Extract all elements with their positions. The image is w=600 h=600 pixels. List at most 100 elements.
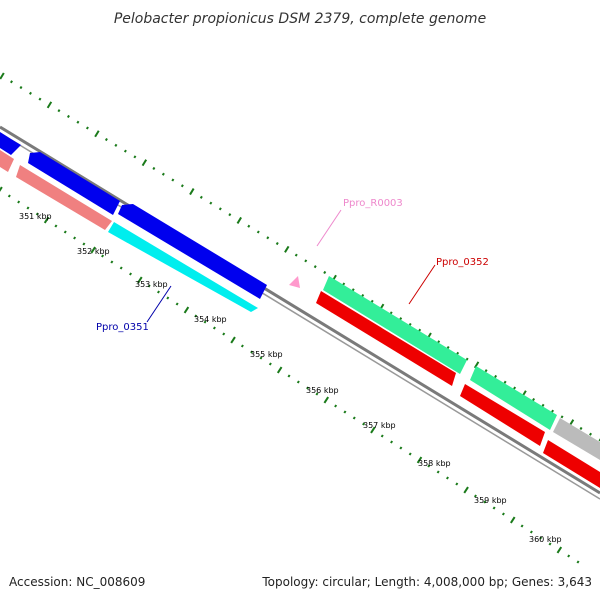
- gene-salmon-reverse-1: [0, 150, 14, 172]
- tick-label: 353 kbp: [135, 280, 168, 289]
- gene-salmon-reverse-2: [16, 165, 112, 230]
- minor-tick: [209, 201, 213, 205]
- minor-tick: [85, 126, 89, 130]
- minor-tick: [539, 536, 543, 540]
- minor-tick: [28, 91, 32, 95]
- minor-tick: [171, 178, 175, 182]
- minor-tick: [351, 288, 355, 292]
- minor-tick: [38, 97, 42, 101]
- minor-tick: [399, 317, 403, 321]
- major-tick: [230, 336, 236, 344]
- scale-labels: 351 kbp 352 kbp 353 kbp 354 kbp 355 kbp …: [19, 212, 562, 544]
- backbone-outer-line: [0, 125, 600, 495]
- minor-tick: [529, 530, 533, 534]
- minor-tick: [133, 155, 137, 159]
- major-tick: [510, 516, 516, 524]
- minor-tick: [492, 506, 496, 510]
- minor-tick: [10, 80, 13, 84]
- minor-tick: [306, 386, 310, 390]
- minor-tick: [313, 265, 317, 269]
- genome-summary-text: Topology: circular; Length: 4,008,000 bp…: [261, 575, 592, 589]
- major-tick: [556, 546, 563, 554]
- minor-tick: [445, 476, 449, 480]
- tick-label: 358 kbp: [418, 459, 451, 468]
- minor-tick: [380, 434, 384, 438]
- minor-tick: [228, 213, 232, 217]
- minor-tick: [203, 320, 207, 324]
- major-tick: [0, 72, 5, 80]
- tick-label: 354 kbp: [194, 315, 227, 324]
- minor-tick: [175, 302, 179, 306]
- minor-tick: [399, 446, 403, 450]
- minor-tick: [268, 362, 272, 366]
- minor-tick: [266, 236, 270, 240]
- minor-tick: [513, 386, 517, 390]
- minor-tick: [503, 380, 507, 384]
- minor-tick: [323, 270, 327, 274]
- minor-tick: [342, 282, 346, 286]
- minor-tick: [551, 409, 555, 413]
- gene-blue-forward-1: [0, 132, 21, 155]
- gene-green-forward-1: [323, 276, 467, 374]
- callout-line-ppro-0352: [408, 264, 436, 305]
- minor-tick: [180, 184, 184, 188]
- minor-tick: [156, 290, 160, 294]
- gene-cyan-reverse: [108, 222, 258, 312]
- minor-tick: [579, 426, 583, 430]
- minor-tick: [275, 242, 279, 246]
- minor-tick: [418, 328, 422, 332]
- major-tick: [284, 245, 290, 253]
- minor-tick: [17, 200, 21, 204]
- gene-callouts: Ppro_R0003 Ppro_0352 Ppro_0351: [96, 198, 489, 333]
- minor-tick: [26, 206, 30, 210]
- minor-tick: [114, 143, 118, 147]
- major-tick: [183, 306, 190, 314]
- gene-gray-forward: [553, 418, 600, 460]
- minor-tick: [343, 410, 347, 414]
- minor-tick: [199, 195, 203, 199]
- major-tick: [323, 396, 330, 404]
- tick-label: 359 kbp: [474, 496, 507, 505]
- major-tick: [473, 361, 480, 369]
- minor-tick: [104, 138, 108, 142]
- minor-tick: [465, 357, 469, 361]
- minor-tick: [361, 294, 365, 298]
- minor-tick: [408, 322, 412, 326]
- tick-label: 360 kbp: [529, 535, 562, 544]
- minor-tick: [352, 416, 356, 420]
- gene-label-ppro-0351: Ppro_0351: [96, 322, 149, 333]
- minor-tick: [446, 346, 450, 350]
- minor-tick: [166, 296, 170, 300]
- minor-tick: [576, 560, 580, 564]
- gene-blue-forward-3: [118, 204, 267, 299]
- tick-label: 352 kbp: [77, 247, 110, 256]
- minor-tick: [63, 230, 67, 234]
- minor-tick: [294, 253, 298, 257]
- minor-tick: [455, 482, 459, 486]
- minor-tick: [548, 542, 552, 546]
- minor-tick: [370, 299, 374, 303]
- minor-tick: [123, 149, 127, 153]
- minor-tick: [82, 242, 86, 246]
- gene-label-ppro-r0003: Ppro_R0003: [343, 198, 403, 209]
- minor-tick: [427, 464, 431, 468]
- reverse-strand-genes: [0, 150, 600, 488]
- inner-tick-track: [0, 186, 580, 564]
- minor-tick: [76, 120, 80, 124]
- minor-tick: [390, 440, 394, 444]
- minor-tick: [54, 224, 58, 228]
- minor-tick: [389, 311, 393, 315]
- minor-tick: [247, 224, 251, 228]
- minor-tick: [532, 398, 536, 402]
- minor-tick: [541, 403, 545, 407]
- major-tick: [276, 366, 283, 374]
- minor-tick: [436, 470, 440, 474]
- minor-tick: [473, 494, 477, 498]
- gene-red-reverse-1: [316, 291, 456, 386]
- rna-marker-arrow: [289, 276, 300, 288]
- minor-tick: [222, 332, 226, 336]
- minor-tick: [161, 172, 165, 176]
- gene-red-reverse-3: [543, 440, 600, 488]
- gene-label-ppro-0352: Ppro_0352: [436, 257, 489, 268]
- minor-tick: [147, 284, 151, 288]
